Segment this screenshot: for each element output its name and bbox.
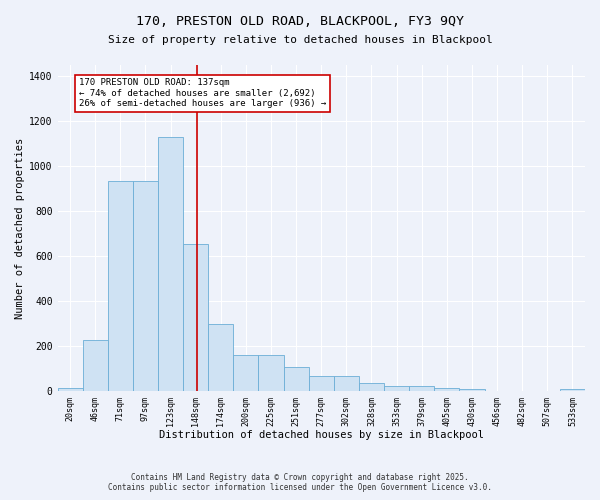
Bar <box>409 386 434 391</box>
Bar <box>183 244 208 391</box>
Bar <box>83 340 108 391</box>
Bar <box>434 388 460 391</box>
Bar <box>384 386 409 391</box>
Bar <box>233 355 259 391</box>
Bar <box>284 368 309 391</box>
X-axis label: Distribution of detached houses by size in Blackpool: Distribution of detached houses by size … <box>159 430 484 440</box>
Bar <box>259 355 284 391</box>
Text: 170, PRESTON OLD ROAD, BLACKPOOL, FY3 9QY: 170, PRESTON OLD ROAD, BLACKPOOL, FY3 9Q… <box>136 15 464 28</box>
Text: 170 PRESTON OLD ROAD: 137sqm
← 74% of detached houses are smaller (2,692)
26% of: 170 PRESTON OLD ROAD: 137sqm ← 74% of de… <box>79 78 326 108</box>
Bar <box>359 383 384 391</box>
Bar <box>133 181 158 391</box>
Bar <box>334 376 359 391</box>
Bar <box>108 181 133 391</box>
Text: Contains HM Land Registry data © Crown copyright and database right 2025.
Contai: Contains HM Land Registry data © Crown c… <box>108 473 492 492</box>
Bar <box>158 137 183 391</box>
Bar <box>58 388 83 391</box>
Bar <box>208 324 233 391</box>
Bar <box>460 388 485 391</box>
Text: Size of property relative to detached houses in Blackpool: Size of property relative to detached ho… <box>107 35 493 45</box>
Bar <box>560 388 585 391</box>
Y-axis label: Number of detached properties: Number of detached properties <box>15 138 25 318</box>
Bar <box>309 376 334 391</box>
